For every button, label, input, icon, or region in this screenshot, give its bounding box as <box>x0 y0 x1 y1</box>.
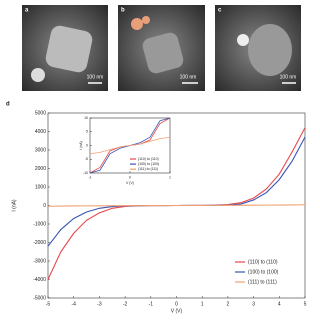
panel-b: b 100 nm <box>118 5 205 91</box>
particle <box>131 18 143 30</box>
x-tick-label: -2 <box>123 301 128 307</box>
figure: a 100 nm b 100 nm c 100 nm d -5000-4000-… <box>0 0 312 320</box>
x-tick-label: -1 <box>88 175 91 179</box>
x-tick-label: -1 <box>149 301 154 307</box>
panel-c: c 100 nm <box>215 5 301 91</box>
x-axis-label: V (V) <box>126 181 134 185</box>
y-axis-label: I (nA) <box>11 199 17 212</box>
y-tick-label: -2000 <box>33 240 46 246</box>
y-tick-label: -5000 <box>33 295 46 301</box>
legend-label: (110) to (110) <box>138 157 159 161</box>
panel-label: d <box>6 102 10 108</box>
y-tick-label: 4000 <box>35 129 46 135</box>
scale-label: 100 nm <box>280 74 297 80</box>
legend-label: (100) to (100) <box>248 269 279 275</box>
x-tick-label: -3 <box>97 301 102 307</box>
scale-label: 100 nm <box>180 74 197 80</box>
y-tick-label: 0 <box>43 203 46 209</box>
y-tick-label: -4000 <box>33 277 46 283</box>
y-tick-label: -5 <box>85 157 88 161</box>
x-tick-label: 4 <box>278 301 281 307</box>
y-tick-label: -3000 <box>33 258 46 264</box>
x-tick-label: 0 <box>129 175 131 179</box>
x-tick-label: 2 <box>227 301 230 307</box>
x-tick-label: 0 <box>175 301 178 307</box>
x-tick-label: -5 <box>46 301 51 307</box>
y-axis-label: I (nA) <box>79 141 83 150</box>
x-tick-label: 3 <box>252 301 255 307</box>
y-tick-label: 5000 <box>35 110 46 116</box>
y-tick-label: 1000 <box>35 184 46 190</box>
page: a 100 nm b 100 nm c 100 nm d -5000-4000-… <box>0 0 320 320</box>
x-tick-label: 1 <box>201 301 204 307</box>
legend-label: (111) to (111) <box>248 279 277 285</box>
panel-a: a 100 nm <box>22 5 108 91</box>
legend-label: (110) to (110) <box>248 259 278 265</box>
particle <box>44 24 94 74</box>
scale-label: 100 nm <box>87 74 104 80</box>
x-tick-label: 5 <box>304 301 307 307</box>
legend-label: (111) to (111) <box>138 167 158 171</box>
x-tick-label: -4 <box>71 301 76 307</box>
y-tick-label: 5 <box>86 130 88 134</box>
legend-label: (100) to (100) <box>138 162 159 166</box>
particle <box>31 68 45 82</box>
x-axis-label: V (V) <box>171 308 183 314</box>
y-tick-label: 0 <box>86 143 88 147</box>
x-tick-label: 1 <box>169 175 171 179</box>
particle <box>142 16 150 24</box>
particle <box>248 24 292 76</box>
y-tick-label: -10 <box>83 171 88 175</box>
particle <box>237 34 249 46</box>
panel-label: b <box>121 8 125 14</box>
y-tick-label: -1000 <box>33 221 46 227</box>
y-tick-label: 3000 <box>35 147 46 153</box>
y-tick-label: 2000 <box>35 166 46 172</box>
y-tick-label: 10 <box>84 116 88 120</box>
